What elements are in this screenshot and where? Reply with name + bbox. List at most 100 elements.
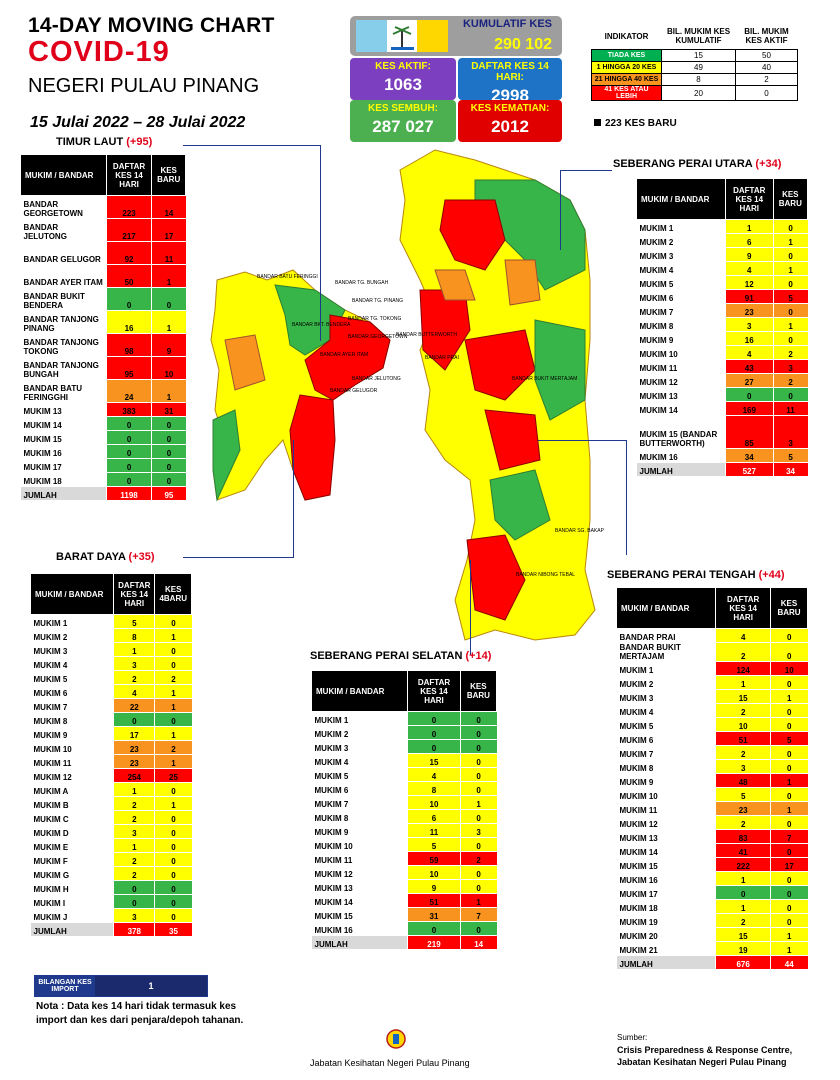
daftar-14-hari: 0 — [105, 287, 152, 311]
table-row: MUKIM 11 43 3 — [636, 359, 808, 374]
kes-baru: 1 — [154, 628, 192, 643]
kes-aktif-value: 1063 — [384, 75, 422, 94]
column-header: MUKIM / BANDAR — [636, 178, 726, 220]
kes-sembuh-value: 287 027 — [372, 117, 434, 136]
kes-baru: 1 — [151, 310, 186, 334]
kes-baru: 5 — [770, 731, 808, 746]
table-row: MUKIM 9 17 1 — [30, 726, 192, 741]
daftar-14-hari: 15 — [407, 753, 461, 768]
column-header: KES BARU — [772, 178, 809, 220]
kes-baru: 0 — [770, 815, 808, 830]
daftar-14-hari: 0 — [105, 416, 152, 431]
mukim-name: MUKIM 5 — [636, 275, 726, 290]
daftar-14-hari: 15 — [715, 689, 771, 704]
table-header-row: MUKIM / BANDAR DAFTAR KES 14 HARI KES BARU — [636, 178, 809, 220]
kes-baru: 0 — [770, 871, 808, 886]
mukim-name: MUKIM 2 — [311, 725, 408, 740]
daftar-14-hari: 0 — [407, 725, 461, 740]
mukim-name: MUKIM 4 — [311, 753, 408, 768]
daftar-14-hari: 5 — [407, 837, 461, 852]
daftar-14-hari: 1 — [113, 642, 155, 657]
mukim-name: MUKIM 11 — [30, 754, 114, 769]
map-label-tg-bungah: BANDAR TG. BUNGAH — [335, 280, 389, 286]
kes-baru: 10 — [151, 356, 186, 380]
table-row: MUKIM 21 19 1 — [616, 941, 808, 956]
kes-baru: 7 — [459, 907, 497, 922]
daftar-14-hari: 0 — [715, 885, 771, 900]
kes-baru: 0 — [154, 880, 192, 895]
daftar-14-hari: 0 — [724, 387, 774, 402]
map-label-butterworth: BANDAR BUTTERWORTH — [396, 332, 457, 338]
map-label-bkt-bendera: BANDAR BKT. BENDERA — [292, 322, 351, 328]
daftar-14-hari: 2 — [715, 815, 771, 830]
chart-title: 14-DAY MOVING CHART — [28, 14, 275, 37]
table-row: MUKIM 10 4 2 — [636, 345, 808, 360]
daftar-14-hari: 0 — [113, 712, 155, 727]
mukim-name: MUKIM F — [30, 852, 114, 867]
kes-baru: 0 — [772, 219, 808, 234]
kes-baru: 0 — [772, 331, 808, 346]
table-row: MUKIM 15 (BANDAR BUTTERWORTH) 85 3 — [636, 415, 808, 449]
kes-baru: 0 — [772, 303, 808, 318]
mukim-name: MUKIM 7 — [636, 303, 726, 318]
kes-baru: 0 — [770, 759, 808, 774]
mukim-name: MUKIM 1 — [30, 614, 114, 629]
mukim-name: MUKIM 9 — [30, 726, 114, 741]
kes-baru: 1 — [772, 317, 808, 332]
source-line1: Crisis Preparedness & Response Centre, — [617, 1045, 793, 1055]
mukim-name: MUKIM 15 (BANDAR BUTTERWORTH) — [636, 415, 726, 449]
kes-baru: 0 — [459, 879, 497, 894]
kes-baru: 5 — [772, 289, 808, 304]
daftar-14-hari: 31 — [407, 907, 461, 922]
kes-baru: 10 — [770, 661, 808, 676]
mukim-name: MUKIM 11 — [616, 801, 716, 816]
source-block: Sumber: Crisis Preparedness & Response C… — [617, 1032, 792, 1068]
mukim-name: BANDAR TANJONG PINANG — [20, 310, 107, 334]
table-row: MUKIM 10 5 0 — [616, 787, 808, 802]
kes-baru: 0 — [154, 894, 192, 909]
kes-baru: 11 — [151, 241, 186, 265]
daftar-14-hari: 8 — [113, 628, 155, 643]
daftar-14-hari: 91 — [724, 289, 774, 304]
daftar-14-hari: 17 — [113, 726, 155, 741]
daftar-14-hari: 1 — [715, 871, 771, 886]
kes-sembuh-label: KES SEMBUH: — [367, 103, 438, 114]
section-sp-selatan: SEBERANG PERAI SELATAN (+14) — [310, 650, 491, 662]
table-row: MUKIM 11 23 1 — [30, 754, 192, 769]
section-barat-daya: BARAT DAYA (+35) — [56, 551, 155, 563]
kes-baru: 11 — [772, 401, 808, 416]
sp-selatan-title: SEBERANG PERAI SELATAN — [310, 650, 466, 662]
map-label-jelutong: BANDAR JELUTONG — [352, 376, 401, 382]
mukim-name: MUKIM 18 — [20, 472, 107, 487]
daftar-14-hari: 383 — [105, 402, 152, 417]
import-label: BILANGAN KES IMPORT — [35, 976, 95, 996]
table-row: BANDAR JELUTONG 217 17 — [20, 218, 186, 242]
mukim-name: MUKIM 3 — [616, 689, 716, 704]
source-line2: Jabatan Kesihatan Negeri Pulau Pinang — [617, 1057, 787, 1067]
daftar-14-hari: 22 — [113, 698, 155, 713]
daftar-14-hari: 16 — [724, 331, 774, 346]
table-row: MUKIM 13 83 7 — [616, 829, 808, 844]
daftar-14-hari: 0 — [113, 894, 155, 909]
daftar-14-hari: 12 — [724, 275, 774, 290]
daftar-14-hari: 4 — [113, 684, 155, 699]
mukim-name: MUKIM 14 — [636, 401, 726, 416]
table-header-row: MUKIM / BANDAR DAFTAR KES 14 HARI KES 4BAR… — [29, 573, 192, 615]
indicator-label: TIADA KES — [591, 49, 662, 62]
indicator-row: 41 KES ATAU LEBIH 20 0 — [591, 85, 798, 101]
penang-map — [210, 149, 596, 641]
mukim-name: MUKIM 12 — [616, 815, 716, 830]
table-barat-daya: MUKIM / BANDAR DAFTAR KES 14 HARI KES 4BAR… — [29, 573, 192, 937]
kes-baru: 1 — [770, 927, 808, 942]
kes-baru: 0 — [154, 908, 192, 923]
table-row: MUKIM 7 22 1 — [30, 698, 192, 713]
